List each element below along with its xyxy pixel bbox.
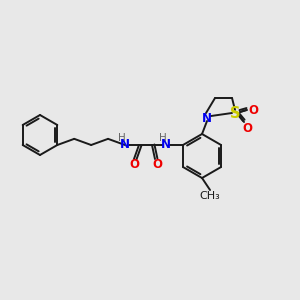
Text: H: H: [118, 133, 126, 143]
Text: CH₃: CH₃: [200, 191, 220, 201]
Text: N: N: [120, 139, 130, 152]
Text: O: O: [242, 122, 252, 136]
Text: O: O: [129, 158, 139, 172]
Text: O: O: [152, 158, 162, 172]
Text: H: H: [159, 133, 167, 143]
Text: S: S: [230, 106, 240, 121]
Text: N: N: [202, 112, 212, 124]
Text: O: O: [248, 103, 258, 116]
Text: N: N: [161, 139, 171, 152]
